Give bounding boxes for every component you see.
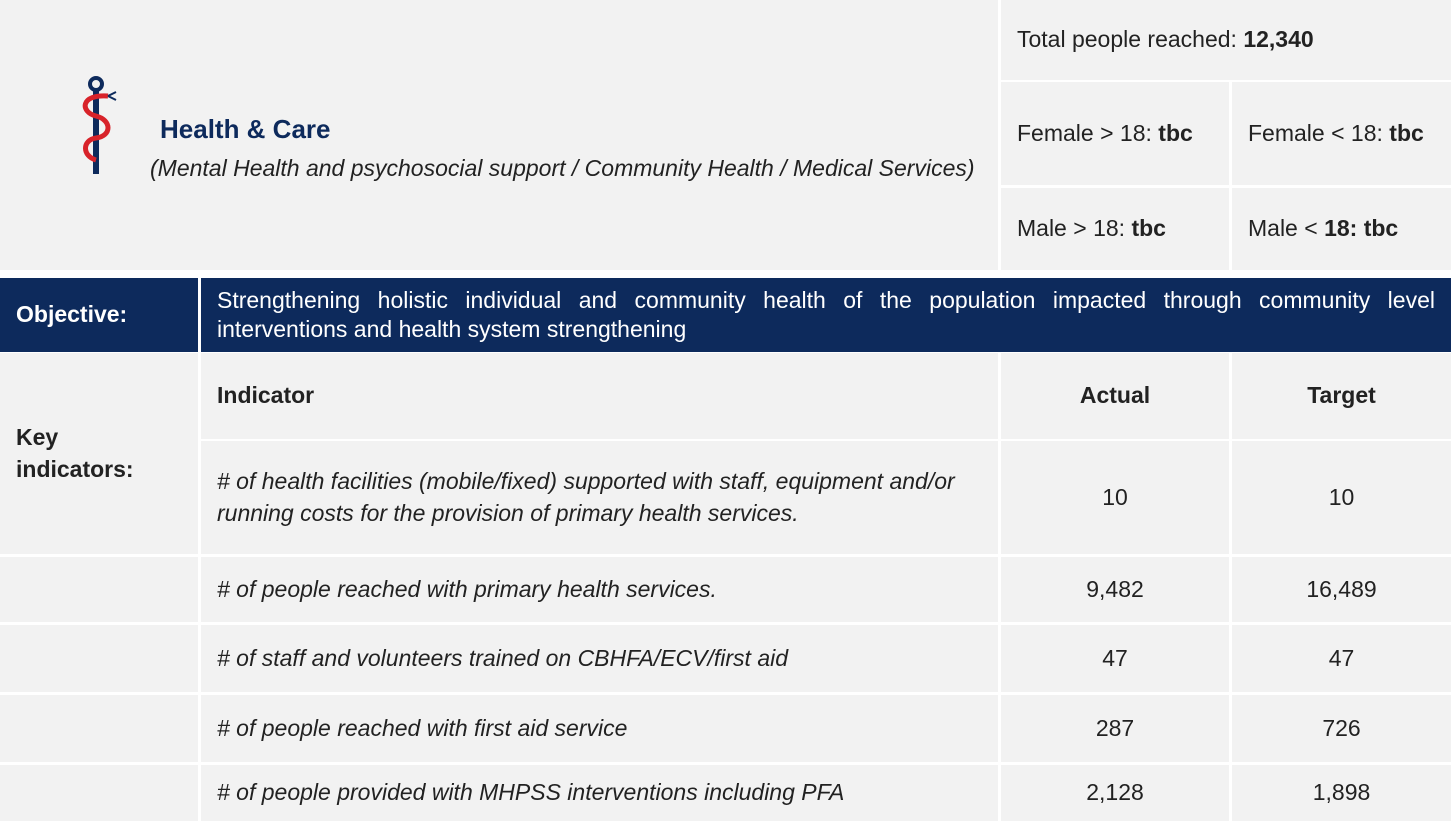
value: tbc: [1389, 119, 1424, 146]
value-cell: 726: [1232, 695, 1451, 762]
value-cell: 10: [1232, 441, 1451, 554]
label: Female < 18:: [1248, 119, 1383, 146]
label: Female > 18:: [1017, 119, 1152, 146]
value-cell: 16,489: [1232, 557, 1451, 622]
value-cell: 287: [1001, 695, 1229, 762]
value: tbc: [1158, 119, 1193, 146]
label: Male > 18:: [1017, 215, 1126, 242]
health-icon: [82, 76, 117, 174]
section-subtitle: (Mental Health and psychosocial support …: [150, 155, 975, 181]
breakdown-cell: Female > 18: tbc: [1001, 82, 1229, 185]
column-header: Target: [1232, 353, 1451, 439]
objective-label: Objective:: [0, 278, 198, 352]
empty-cell: [0, 695, 198, 762]
label: Male <: [1248, 215, 1318, 242]
value-cell: 47: [1001, 625, 1229, 692]
column-header: Indicator: [201, 353, 998, 439]
breakdown-cell: Male > 18: tbc: [1001, 188, 1229, 270]
column-header: Actual: [1001, 353, 1229, 439]
value-cell: 2,128: [1001, 765, 1229, 821]
empty-cell: [0, 557, 198, 622]
value-cell: 1,898: [1232, 765, 1451, 821]
value-cell: 9,482: [1001, 557, 1229, 622]
indicator-cell: # of staff and volunteers trained on CBH…: [201, 625, 998, 692]
section-header: Health & Care (Mental Health and psychos…: [0, 0, 998, 270]
value-cell: 10: [1001, 441, 1229, 554]
empty-cell: [0, 765, 198, 821]
indicator-cell: # of health facilities (mobile/fixed) su…: [201, 441, 998, 554]
label: Total people reached:: [1017, 26, 1237, 53]
indicator-cell: # of people reached with primary health …: [201, 557, 998, 622]
empty-cell: [0, 625, 198, 692]
indicator-cell: # of people provided with MHPSS interven…: [201, 765, 998, 821]
value: tbc: [1131, 215, 1166, 242]
value-cell: 47: [1232, 625, 1451, 692]
breakdown-cell: Female < 18: tbc: [1232, 82, 1451, 185]
total-cell: Total people reached: 12,340: [1001, 0, 1451, 80]
value: 18: tbc: [1324, 215, 1399, 242]
objective-text: Strengthening holistic individual and co…: [201, 278, 1451, 352]
key-indicators-label: Key indicators:: [0, 353, 198, 554]
value: 12,340: [1243, 26, 1314, 53]
indicator-cell: # of people reached with first aid servi…: [201, 695, 998, 762]
section-title: Health & Care: [160, 114, 331, 144]
breakdown-cell: Male < 18: tbc: [1232, 188, 1451, 270]
